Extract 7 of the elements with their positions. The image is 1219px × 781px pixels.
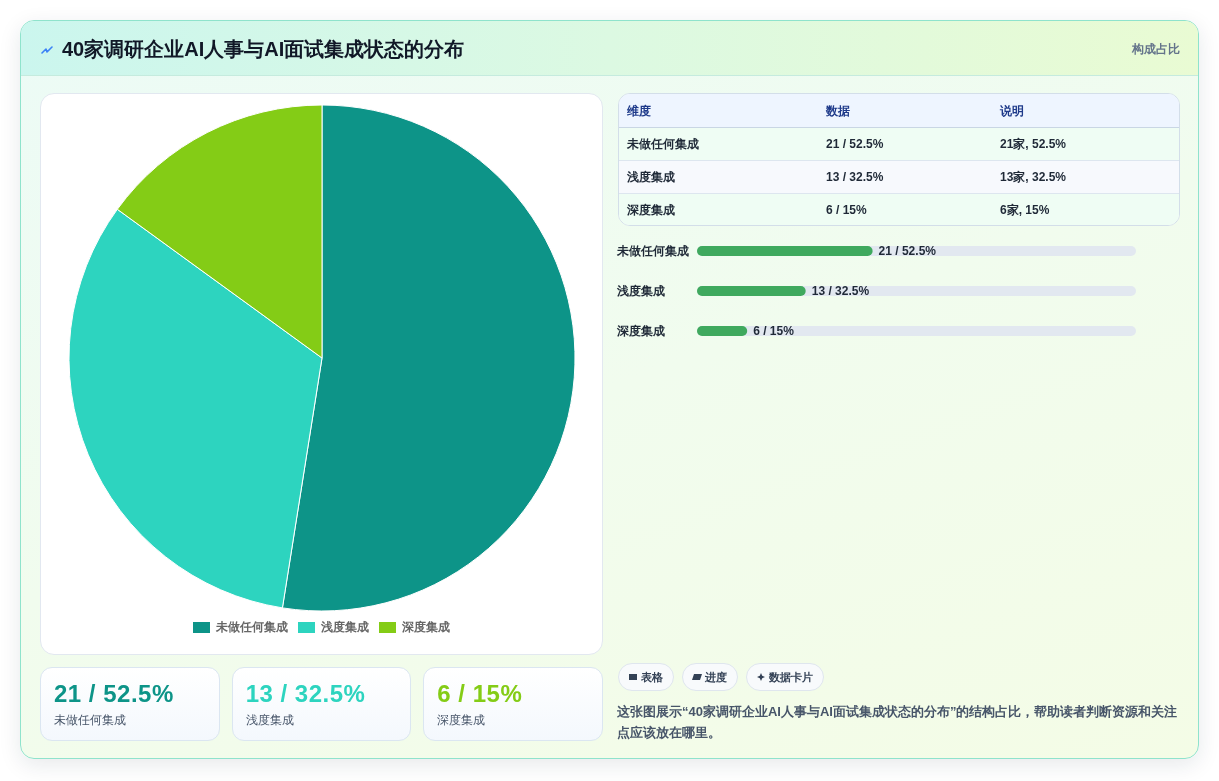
subtitle: 构成占比 [1132, 41, 1180, 58]
legend-label: 浅度集成 [321, 618, 369, 636]
legend-label: 未做任何集成 [216, 618, 288, 636]
legend-label: 深度集成 [402, 618, 450, 636]
legend: 未做任何集成 浅度集成 深度集成 [41, 618, 602, 636]
title: 40家调研企业AI人事与AI面试集成状态的分布 [62, 37, 465, 62]
note: 这张图展示“40家调研企业AI人事与AI面试集成状态的分布”的结构占比，帮助读者判断资源和关注点应该放在哪里。 [617, 703, 1179, 742]
